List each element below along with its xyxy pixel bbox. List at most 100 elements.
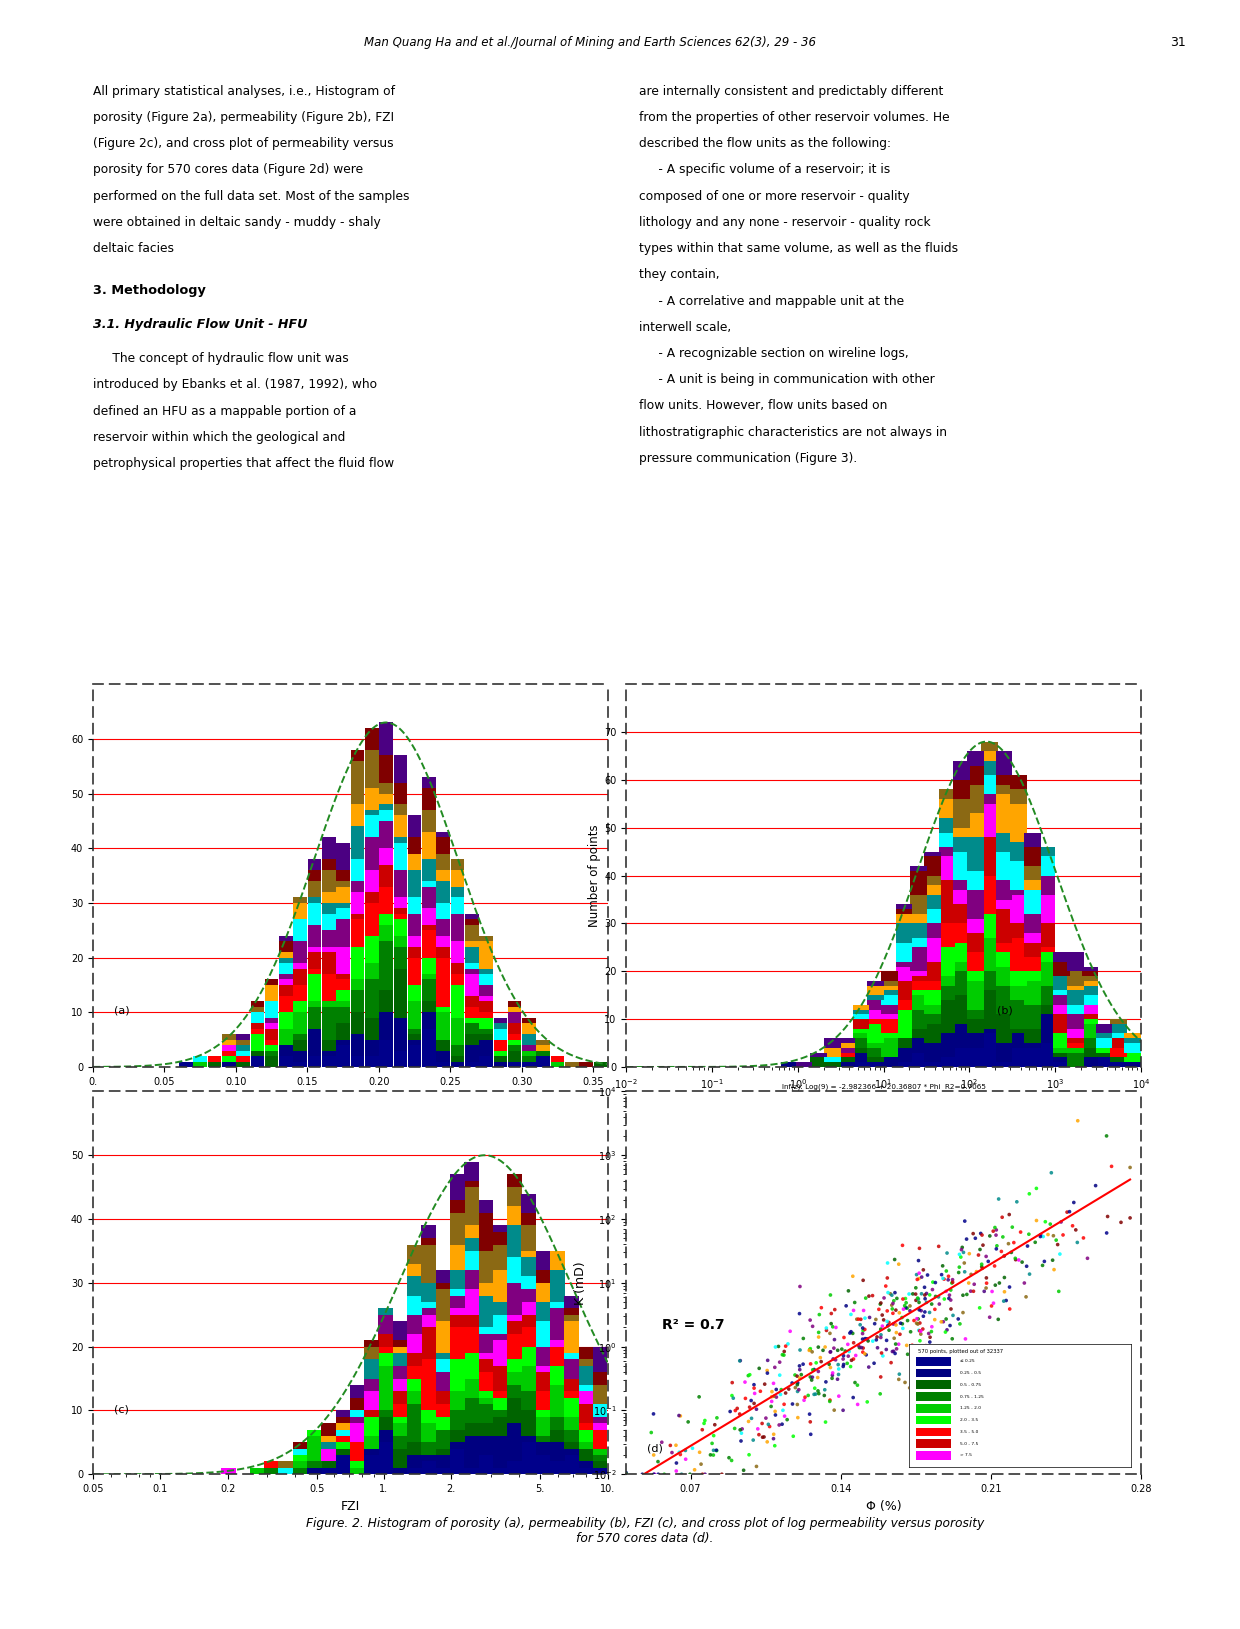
Point [676,1437,696,1463]
Bar [365,1039,378,1056]
Bar [480,1018,492,1030]
Point [942,1269,962,1295]
Bar [393,1424,408,1437]
Point [874,1306,894,1333]
Bar [521,1442,536,1474]
Bar [393,1448,408,1468]
Bar [1053,951,1070,961]
Bar [1110,1062,1127,1067]
Bar [996,1015,1012,1043]
Bar [393,816,407,837]
Point [1052,1209,1071,1235]
Point [835,1324,854,1350]
Bar [393,1341,408,1347]
Point [1033,1253,1053,1279]
Bar [422,909,435,925]
Text: Man Quang Ha and et al./Journal of Mining and Earth Sciences 62(3), 29 - 36: Man Quang Ha and et al./Journal of Minin… [363,36,816,49]
Point [806,1350,826,1377]
Bar [838,1047,856,1052]
Bar [1011,938,1027,971]
Bar [981,751,998,761]
Title: lnf(z): Log(9) = -2.982366 + 20.36807 * Phi  R2=0.7065: lnf(z): Log(9) = -2.982366 + 20.36807 * … [781,1083,986,1090]
Bar [867,1010,884,1020]
Bar [507,1334,522,1359]
Point [993,1289,1013,1315]
Bar [1053,1047,1070,1052]
Bar [1110,1020,1127,1025]
Bar [1011,842,1027,862]
Bar [952,889,970,904]
Point [975,1279,994,1305]
Bar [910,976,926,981]
Bar [1039,961,1055,986]
Bar [408,1034,422,1039]
Bar [1039,1043,1055,1067]
Bar [408,986,422,1002]
Bar [250,1056,264,1067]
Point [909,1318,929,1344]
Point [1004,1230,1024,1256]
Bar [537,1046,551,1051]
Bar [408,1002,422,1030]
Bar [450,1411,465,1430]
Bar [450,898,464,914]
Bar [336,902,350,909]
Point [976,1276,996,1302]
Bar [479,1455,494,1474]
Point [864,1311,884,1337]
Bar [435,1430,450,1448]
Bar [1068,1047,1084,1052]
Bar [379,865,393,886]
Bar [179,1062,192,1067]
Point [1068,1230,1087,1256]
Bar [350,1424,365,1442]
Point [931,1308,951,1334]
Bar [867,1047,884,1057]
Bar [435,1284,450,1289]
Bar [1039,986,1055,1005]
Bar [378,1442,393,1474]
Point [1060,1199,1080,1225]
Bar [479,1334,494,1354]
Point [730,1417,750,1443]
Bar [1039,847,1055,857]
Point [890,1321,910,1347]
Bar [322,930,336,946]
Point [760,1414,780,1440]
Point [885,1331,905,1357]
Bar [910,948,926,971]
Point [773,1342,792,1368]
Bar [393,935,407,946]
Point [1018,1233,1038,1259]
Bar [464,1315,479,1328]
Point [863,1328,883,1354]
Bar [1053,995,1070,1005]
Point [854,1341,874,1367]
Bar [579,1404,593,1424]
Bar [882,1005,898,1015]
Bar [924,990,941,1005]
Point [890,1310,910,1336]
Point [837,1350,857,1377]
Point [880,1280,900,1306]
Point [985,1215,1004,1241]
Bar [895,1062,913,1067]
Bar [422,1411,436,1424]
Bar [436,946,450,958]
Point [853,1339,873,1365]
Bar [408,898,422,914]
Bar [480,1030,492,1034]
Point [828,1337,848,1363]
Bar [294,942,308,963]
Bar [265,979,279,986]
Bar [1096,1033,1112,1038]
Bar [379,810,393,821]
Bar [853,1005,869,1010]
Bar [407,1245,422,1264]
Point [825,1326,844,1352]
Bar [1039,894,1055,924]
Bar [952,971,970,995]
Point [1019,1222,1039,1248]
Bar [308,969,321,974]
Point [746,1396,766,1422]
